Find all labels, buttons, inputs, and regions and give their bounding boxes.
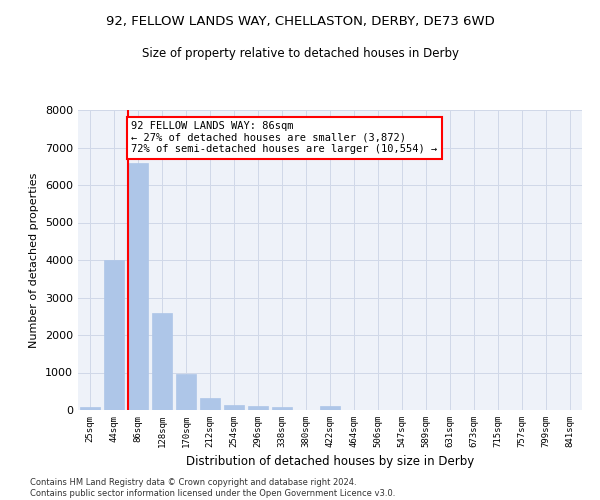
Text: 92 FELLOW LANDS WAY: 86sqm
← 27% of detached houses are smaller (3,872)
72% of s: 92 FELLOW LANDS WAY: 86sqm ← 27% of deta…	[131, 121, 437, 154]
Bar	[176, 374, 196, 410]
Text: 92, FELLOW LANDS WAY, CHELLASTON, DERBY, DE73 6WD: 92, FELLOW LANDS WAY, CHELLASTON, DERBY,…	[106, 15, 494, 28]
Text: Size of property relative to detached houses in Derby: Size of property relative to detached ho…	[142, 48, 458, 60]
Y-axis label: Number of detached properties: Number of detached properties	[29, 172, 40, 348]
Bar	[80, 408, 100, 410]
Bar	[320, 406, 340, 410]
Bar	[272, 408, 292, 410]
Text: Contains HM Land Registry data © Crown copyright and database right 2024.
Contai: Contains HM Land Registry data © Crown c…	[30, 478, 395, 498]
Bar	[200, 398, 220, 410]
Bar	[128, 162, 148, 410]
Bar	[104, 260, 124, 410]
Bar	[152, 312, 172, 410]
Bar	[248, 406, 268, 410]
Bar	[224, 405, 244, 410]
X-axis label: Distribution of detached houses by size in Derby: Distribution of detached houses by size …	[186, 456, 474, 468]
